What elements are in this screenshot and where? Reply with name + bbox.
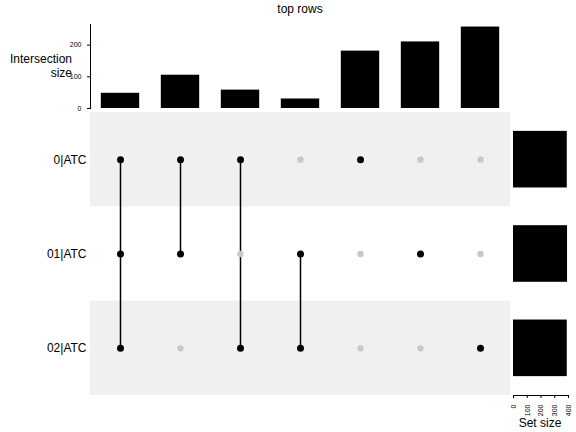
svg-text:400: 400 [565, 404, 572, 416]
svg-text:0: 0 [510, 404, 517, 408]
html-text:top rows: top rows [277, 2, 323, 16]
html-text:Intersection size: Intersection size [10, 52, 72, 80]
html-text:Set size: Set size [518, 416, 562, 430]
svg-text:100: 100 [523, 404, 530, 416]
svg-text:02|ATC: 02|ATC [47, 341, 87, 355]
svg-text:300: 300 [551, 404, 558, 416]
svg-text:100: 100 [70, 73, 82, 80]
svg-text:200: 200 [537, 404, 544, 416]
svg-text:0|ATC: 0|ATC [54, 153, 87, 167]
svg-text:0: 0 [78, 105, 82, 112]
svg-text:01|ATC: 01|ATC [47, 247, 87, 261]
svg-text:200: 200 [70, 41, 82, 48]
